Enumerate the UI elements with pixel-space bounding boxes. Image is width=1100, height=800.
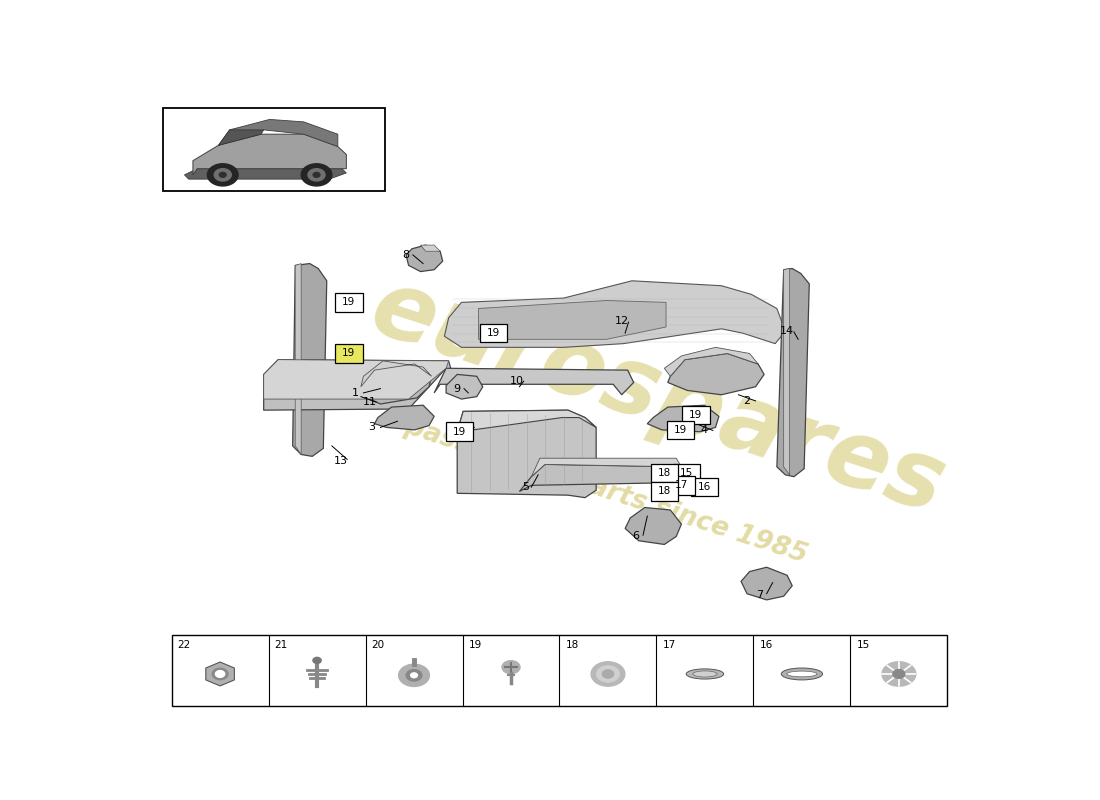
Circle shape — [308, 169, 326, 181]
Polygon shape — [444, 281, 785, 347]
Bar — [651, 482, 678, 501]
Text: 20: 20 — [372, 640, 385, 650]
Polygon shape — [374, 406, 434, 430]
Polygon shape — [295, 263, 301, 454]
Text: 19: 19 — [674, 425, 688, 435]
Polygon shape — [264, 360, 451, 410]
Text: 22: 22 — [177, 640, 190, 650]
Circle shape — [410, 673, 417, 678]
Circle shape — [212, 668, 228, 680]
Text: 8: 8 — [403, 250, 409, 260]
Circle shape — [314, 172, 320, 178]
Text: 18: 18 — [658, 468, 671, 478]
Text: 19: 19 — [469, 640, 482, 650]
Polygon shape — [185, 169, 346, 179]
Text: 14: 14 — [780, 326, 794, 336]
Text: 4: 4 — [701, 425, 708, 435]
Text: 17: 17 — [674, 480, 688, 490]
Ellipse shape — [693, 671, 717, 677]
Text: 12: 12 — [615, 316, 629, 326]
Ellipse shape — [786, 671, 817, 677]
Polygon shape — [293, 263, 327, 456]
Polygon shape — [783, 269, 790, 475]
Circle shape — [216, 670, 224, 678]
Polygon shape — [777, 269, 810, 477]
Polygon shape — [434, 368, 634, 394]
Circle shape — [406, 670, 422, 681]
Text: 18: 18 — [658, 486, 671, 497]
Circle shape — [596, 666, 619, 682]
Circle shape — [312, 658, 321, 663]
Text: 16: 16 — [697, 482, 711, 492]
Text: 19: 19 — [342, 298, 355, 307]
Circle shape — [591, 662, 625, 686]
Ellipse shape — [686, 669, 724, 679]
Text: 9: 9 — [453, 383, 461, 394]
Ellipse shape — [781, 668, 823, 680]
Text: 15: 15 — [680, 468, 693, 478]
Polygon shape — [192, 134, 346, 175]
Polygon shape — [647, 406, 719, 432]
Polygon shape — [625, 507, 681, 545]
Polygon shape — [264, 360, 449, 399]
Circle shape — [603, 670, 614, 678]
Circle shape — [208, 164, 238, 186]
Polygon shape — [206, 662, 234, 686]
Text: 7: 7 — [757, 590, 763, 600]
Polygon shape — [358, 364, 431, 404]
Circle shape — [214, 169, 231, 181]
Polygon shape — [406, 245, 442, 271]
Polygon shape — [478, 301, 666, 339]
Bar — [481, 324, 507, 342]
Polygon shape — [219, 119, 338, 146]
Circle shape — [893, 670, 905, 678]
Text: 3: 3 — [368, 422, 375, 432]
Polygon shape — [361, 361, 431, 386]
Text: 15: 15 — [857, 640, 870, 650]
Bar — [172, 635, 947, 706]
Text: 21: 21 — [275, 640, 288, 650]
Bar — [163, 108, 385, 191]
Polygon shape — [447, 374, 483, 399]
Bar — [447, 422, 473, 441]
Bar — [336, 293, 363, 311]
Text: 19: 19 — [487, 328, 500, 338]
Polygon shape — [458, 410, 596, 432]
Bar — [336, 344, 363, 362]
Text: 17: 17 — [662, 640, 675, 650]
Text: 19: 19 — [690, 410, 703, 420]
Circle shape — [882, 662, 916, 686]
Polygon shape — [420, 245, 440, 251]
Text: 19: 19 — [453, 426, 466, 437]
Text: 6: 6 — [632, 531, 640, 542]
Text: 19: 19 — [342, 349, 355, 358]
Polygon shape — [664, 347, 758, 376]
Text: 18: 18 — [565, 640, 579, 650]
Polygon shape — [219, 130, 264, 146]
Text: 16: 16 — [759, 640, 772, 650]
Text: 5: 5 — [521, 482, 529, 492]
Circle shape — [301, 164, 332, 186]
Circle shape — [398, 664, 429, 686]
Text: 2: 2 — [744, 396, 750, 406]
Text: 1: 1 — [351, 388, 359, 398]
Bar — [668, 476, 695, 494]
Text: eurospares: eurospares — [360, 262, 956, 534]
Text: 13: 13 — [333, 456, 348, 466]
Bar — [691, 478, 718, 496]
Text: a passion for parts since 1985: a passion for parts since 1985 — [376, 406, 811, 569]
Polygon shape — [741, 567, 792, 600]
Circle shape — [502, 661, 520, 674]
Bar — [673, 464, 700, 482]
Text: 11: 11 — [362, 397, 376, 407]
Polygon shape — [531, 458, 681, 477]
Polygon shape — [668, 354, 764, 394]
Text: 10: 10 — [510, 375, 524, 386]
Polygon shape — [458, 410, 596, 498]
Bar — [651, 464, 678, 482]
Bar — [682, 406, 710, 424]
Polygon shape — [519, 464, 690, 491]
Bar — [667, 421, 694, 439]
Circle shape — [219, 172, 227, 178]
